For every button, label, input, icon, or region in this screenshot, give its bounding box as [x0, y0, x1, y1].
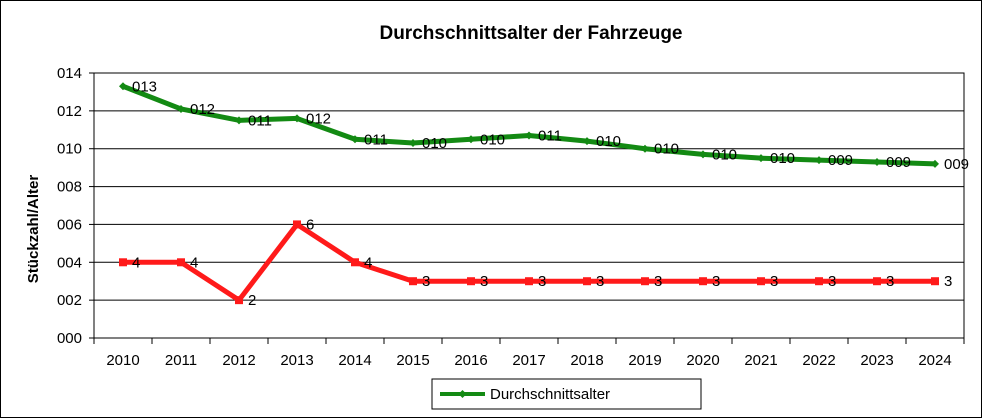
data-label: 3: [422, 273, 430, 290]
data-label: 3: [886, 273, 894, 290]
data-point: [815, 277, 823, 286]
data-point: [467, 135, 475, 144]
legend-marker-durchschnittsalter: [458, 390, 467, 398]
data-point: [873, 277, 881, 286]
data-label: 009: [944, 156, 969, 173]
data-labels: 013 012 011 012 011 010 010 011 010 010 010 010 009 0…: [132, 78, 969, 309]
data-label: 6: [306, 216, 314, 233]
data-point: [873, 157, 881, 166]
legend: Durchschnittsalter: [431, 378, 702, 410]
data-point: [177, 258, 185, 267]
data-label: 009: [886, 154, 911, 171]
data-label: 012: [306, 110, 331, 127]
y-tick-label: 006: [57, 216, 82, 233]
data-point: [641, 277, 649, 286]
data-point: [467, 277, 475, 286]
x-tick-label: 2024: [918, 352, 951, 369]
data-label: 011: [538, 127, 562, 144]
data-label: 010: [596, 133, 621, 150]
data-point: [583, 137, 591, 146]
data-point: [757, 154, 765, 163]
data-label: 3: [538, 273, 546, 290]
y-tick-label: 008: [57, 179, 82, 196]
data-point: [235, 296, 243, 305]
plot-area: [93, 72, 965, 339]
x-tick-label: 2022: [802, 352, 835, 369]
data-label: 3: [828, 273, 836, 290]
data-point: [293, 114, 301, 123]
data-label: 011: [248, 112, 272, 129]
data-point: [119, 82, 127, 91]
x-tick-label: 2018: [570, 352, 603, 369]
data-label: 011: [364, 131, 388, 148]
data-label: 010: [770, 150, 795, 167]
data-point: [641, 144, 649, 153]
data-point: [699, 277, 707, 286]
data-point: [757, 277, 765, 286]
data-point: [119, 258, 127, 267]
data-point: [409, 139, 417, 148]
x-tick-label: 2011: [165, 352, 197, 369]
x-tick-label: 2013: [280, 352, 313, 369]
y-tick-label: 014: [57, 65, 82, 82]
x-tick-label: 2016: [454, 352, 487, 369]
data-point: [235, 116, 243, 125]
data-label: 010: [712, 146, 737, 163]
chart-title: Durchschnittsalter der Fahrzeuge: [379, 23, 682, 44]
data-point: [699, 150, 707, 159]
y-axis-title: Stückzahl/Alter: [25, 175, 42, 284]
x-tick-label: 2021: [744, 352, 777, 369]
y-tick-label: 002: [57, 292, 82, 309]
data-point: [409, 277, 417, 286]
y-tick-label: 000: [57, 330, 82, 347]
data-label: 4: [190, 254, 198, 271]
series-layer: [119, 82, 939, 305]
data-label: 3: [712, 273, 720, 290]
data-label: 010: [422, 135, 447, 152]
x-tick-label: 2017: [512, 352, 545, 369]
data-point: [815, 156, 823, 165]
x-tick-label: 2012: [222, 352, 255, 369]
data-point: [293, 220, 301, 229]
x-tick-label: 2019: [628, 352, 661, 369]
data-label: 013: [132, 78, 157, 95]
x-tick-label: 2015: [396, 352, 429, 369]
data-label: 3: [944, 273, 952, 290]
legend-label-durchschnittsalter: Durchschnittsalter: [490, 386, 610, 403]
y-tick-label: 004: [57, 254, 82, 271]
data-label: 009: [828, 152, 853, 169]
data-point: [525, 277, 533, 286]
data-label: 3: [654, 273, 662, 290]
data-point: [525, 131, 533, 140]
x-tick-label: 2020: [686, 352, 719, 369]
data-point: [351, 135, 359, 144]
x-tick-label: 2023: [860, 352, 893, 369]
data-label: 010: [654, 141, 679, 158]
data-label: 3: [480, 273, 488, 290]
data-label: 3: [596, 273, 604, 290]
data-label: 010: [480, 131, 505, 148]
data-label: 012: [190, 101, 215, 118]
data-point: [583, 277, 591, 286]
data-point: [931, 159, 939, 168]
data-label: 2: [248, 292, 256, 309]
data-label: 4: [364, 254, 372, 271]
data-label: 3: [770, 273, 778, 290]
x-tick-label: 2014: [338, 352, 371, 369]
data-point: [177, 104, 185, 113]
data-point: [931, 277, 939, 286]
data-point: [351, 258, 359, 267]
y-tick-label: 010: [57, 141, 82, 158]
y-tick-label: 012: [57, 103, 82, 120]
series-line-durchschnittsalter: [122, 83, 936, 167]
data-label: 4: [132, 254, 140, 271]
x-tick-label: 2010: [106, 352, 139, 369]
